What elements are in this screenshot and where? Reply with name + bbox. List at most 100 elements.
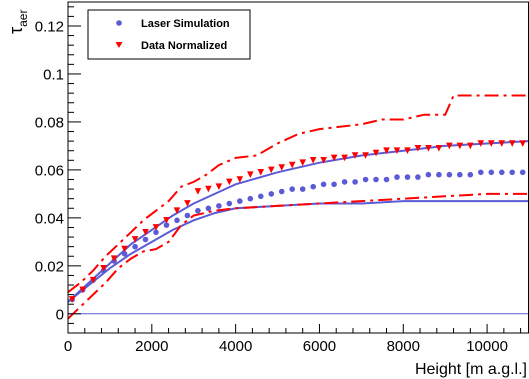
simulation-lower-band-line: [67, 200, 529, 303]
laser-simulation-point: [216, 203, 222, 209]
data-normalized-point: [446, 142, 453, 150]
data-normalized-point: [257, 168, 265, 176]
data-points: [68, 140, 527, 303]
laser-simulation-point: [394, 174, 400, 180]
data-normalized-point: [278, 164, 286, 171]
data-normalized-point: [477, 140, 485, 147]
data-normalized-point: [215, 183, 223, 190]
data-normalized-point: [383, 147, 390, 155]
data-normalized-point: [184, 200, 191, 207]
laser-simulation-point: [163, 222, 170, 228]
laser-simulation-point: [258, 193, 264, 200]
x-axis-label: Height [m a.g.l.]: [415, 361, 527, 378]
data-normalized-point: [194, 188, 202, 195]
laser-simulation-point: [289, 186, 296, 192]
data-normalized-point: [456, 142, 464, 150]
data-normalized-point: [309, 157, 317, 164]
data-normalized-point: [142, 228, 149, 236]
data-normalized-point: [435, 145, 443, 152]
data-normalized-point: [299, 159, 306, 167]
x-tick-label: 6000: [303, 338, 336, 355]
y-tick-label: 0.04: [35, 210, 64, 227]
laser-simulation-point: [320, 181, 327, 188]
laser-simulation-point: [457, 171, 463, 178]
laser-simulation-point: [153, 229, 159, 236]
data-normalized-point: [121, 245, 128, 253]
x-tick-label: 10000: [466, 338, 508, 355]
y-axis-label-subscript: aer: [16, 10, 30, 27]
data-normalized-point: [173, 207, 181, 214]
laser-simulation-point: [425, 171, 432, 178]
data-normalized-point: [247, 171, 254, 178]
laser-simulation-point: [299, 186, 306, 192]
band-lines: [67, 94, 529, 320]
data-normalized-point: [100, 264, 107, 272]
data-normalized-point: [351, 152, 359, 159]
laser-simulation-point: [195, 207, 201, 214]
data-normalized-point: [89, 276, 97, 284]
legend-marker-data-normalized: [115, 42, 123, 48]
laser-simulation-point: [237, 198, 243, 204]
laser-simulation-point: [446, 171, 453, 178]
data-normalized-point: [68, 296, 76, 303]
data-normalized-point: [288, 161, 296, 169]
laser-simulation-point: [383, 176, 390, 183]
laser-simulation-point: [352, 179, 358, 185]
simulation-upper-band-line: [67, 140, 529, 303]
laser-simulation-point: [373, 176, 379, 183]
data-upper-band-line: [67, 94, 529, 293]
x-tick-label: 2000: [135, 338, 168, 355]
data-normalized-point: [498, 140, 506, 147]
x-tick-label: 8000: [387, 338, 420, 355]
data-normalized-point: [205, 185, 212, 193]
laser-simulation-point: [132, 243, 138, 250]
data-normalized-point: [330, 154, 338, 162]
y-tick-label: 0.08: [35, 114, 64, 131]
legend: Laser Simulation Data Normalized: [87, 9, 251, 60]
laser-simulation-point: [519, 169, 526, 176]
y-axis: 0 0.02 0.04 0.06 0.08 0.1 0.12: [35, 6, 81, 334]
x-axis: 0 2000 4000 6000 8000 10000: [64, 324, 522, 355]
laser-simulation-point: [247, 195, 254, 202]
data-normalized-point: [393, 147, 401, 155]
legend-label-data-normalized: Data Normalized: [141, 40, 227, 52]
x-tick-label: 4000: [219, 338, 252, 355]
data-normalized-point: [372, 149, 380, 157]
data-normalized-point: [487, 140, 495, 147]
data-normalized-point: [414, 145, 422, 152]
data-normalized-point: [267, 166, 275, 174]
laser-simulation-point: [341, 179, 348, 185]
data-normalized-point: [110, 255, 118, 262]
laser-simulation-point: [478, 169, 484, 176]
laser-simulation-point: [415, 174, 421, 180]
laser-simulation-point: [331, 181, 337, 188]
data-normalized-point: [79, 286, 86, 294]
laser-simulation-point: [404, 174, 411, 180]
data-normalized-point: [131, 236, 139, 243]
y-axis-label-symbol: τ: [6, 27, 26, 34]
y-tick-label: 0.02: [35, 258, 64, 275]
laser-simulation-point: [226, 200, 233, 207]
laser-simulation-point: [205, 205, 212, 212]
laser-simulation-point: [278, 188, 285, 195]
laser-simulation-point: [436, 171, 442, 178]
data-normalized-point: [163, 216, 170, 224]
data-normalized-point: [341, 154, 348, 162]
data-normalized-point: [236, 176, 244, 183]
laser-simulation-point: [121, 251, 128, 257]
laser-simulation-point: [310, 183, 317, 190]
data-normalized-point: [362, 152, 369, 159]
y-tick-label: 0: [56, 306, 64, 323]
y-tick-label: 0.06: [35, 162, 64, 179]
data-normalized-point: [425, 145, 432, 152]
laser-simulation-point: [509, 169, 515, 176]
legend-label-laser-simulation: Laser Simulation: [141, 18, 230, 30]
y-axis-label: τaer: [6, 10, 30, 34]
laser-simulation-point: [174, 217, 180, 224]
data-normalized-point: [508, 140, 516, 147]
y-tick-label: 0.1: [43, 66, 64, 83]
data-normalized-point: [519, 140, 527, 147]
laser-simulation-point: [488, 169, 495, 176]
data-normalized-point: [467, 142, 474, 150]
